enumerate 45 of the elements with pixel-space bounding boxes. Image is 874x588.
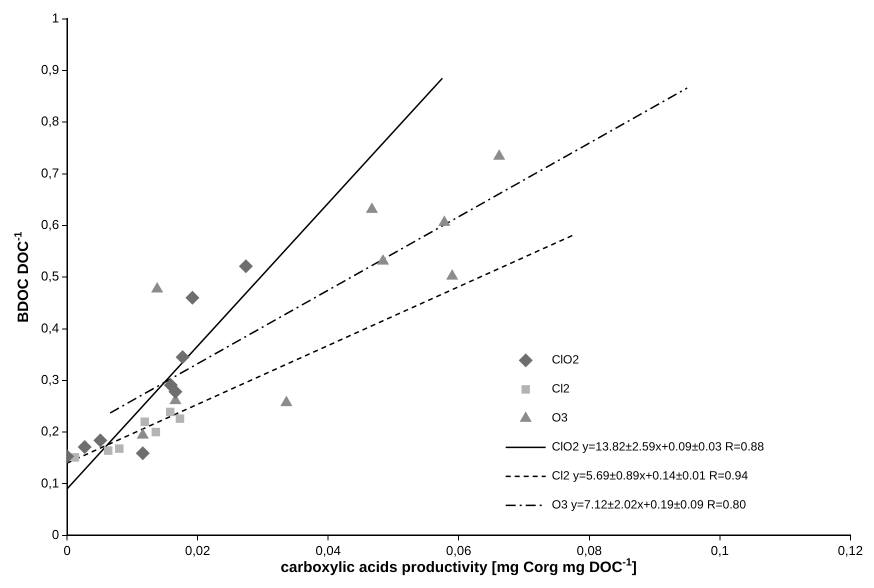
point bbox=[136, 446, 150, 460]
point bbox=[366, 202, 378, 213]
point bbox=[446, 269, 458, 280]
point bbox=[140, 418, 149, 426]
point bbox=[176, 350, 190, 364]
point bbox=[238, 259, 253, 274]
y-tick-label: 1 bbox=[52, 10, 60, 26]
legend-label: O3 y=7.12±2.02x+0.19±0.09 R=0.80 bbox=[552, 498, 746, 512]
point bbox=[376, 254, 390, 265]
x-tick-label: 0,1 bbox=[710, 542, 729, 558]
y-tick-label: 0,7 bbox=[40, 165, 60, 180]
point bbox=[493, 149, 506, 160]
x-tick-label: 0,02 bbox=[184, 542, 210, 558]
legend-label: ClO2 y=13.82±2.59x+0.09±0.03 R=0.88 bbox=[552, 440, 764, 454]
y-tick-label: 0,2 bbox=[40, 424, 60, 439]
y-tick-label: 0,4 bbox=[40, 320, 60, 336]
y-axis-title: BDOC DOC-1 bbox=[12, 231, 32, 323]
point bbox=[176, 414, 184, 423]
point bbox=[115, 444, 124, 453]
legend-label: ClO2 bbox=[552, 352, 580, 367]
point bbox=[166, 408, 174, 416]
legend-label: O3 bbox=[552, 410, 568, 425]
legend-label: Cl2 bbox=[552, 382, 570, 396]
y-tick-label: 0,9 bbox=[40, 62, 60, 78]
point bbox=[168, 384, 182, 399]
point bbox=[438, 215, 450, 226]
legend-label: Cl2 y=5.69±0.89x+0.14±0.01 R=0.94 bbox=[552, 468, 748, 483]
point bbox=[78, 440, 92, 454]
y-tick-label: 0 bbox=[52, 526, 60, 542]
x-tick-label: 0,12 bbox=[838, 542, 864, 558]
point bbox=[93, 433, 108, 448]
y-tick-label: 0,5 bbox=[40, 268, 60, 284]
x-tick-label: 0,04 bbox=[316, 542, 341, 558]
y-tick-label: 0,6 bbox=[40, 217, 60, 232]
point bbox=[151, 282, 164, 292]
point bbox=[152, 428, 160, 436]
point bbox=[280, 396, 292, 406]
y-tick-label: 0,8 bbox=[40, 114, 60, 129]
x-tick-label: 0 bbox=[63, 542, 71, 558]
point bbox=[104, 446, 112, 455]
y-tick-label: 0,1 bbox=[40, 475, 60, 490]
y-tick-label: 0,3 bbox=[40, 372, 60, 387]
x-tick-label: 0,08 bbox=[576, 542, 602, 558]
x-tick-label: 0,06 bbox=[446, 542, 472, 558]
point bbox=[185, 290, 200, 305]
